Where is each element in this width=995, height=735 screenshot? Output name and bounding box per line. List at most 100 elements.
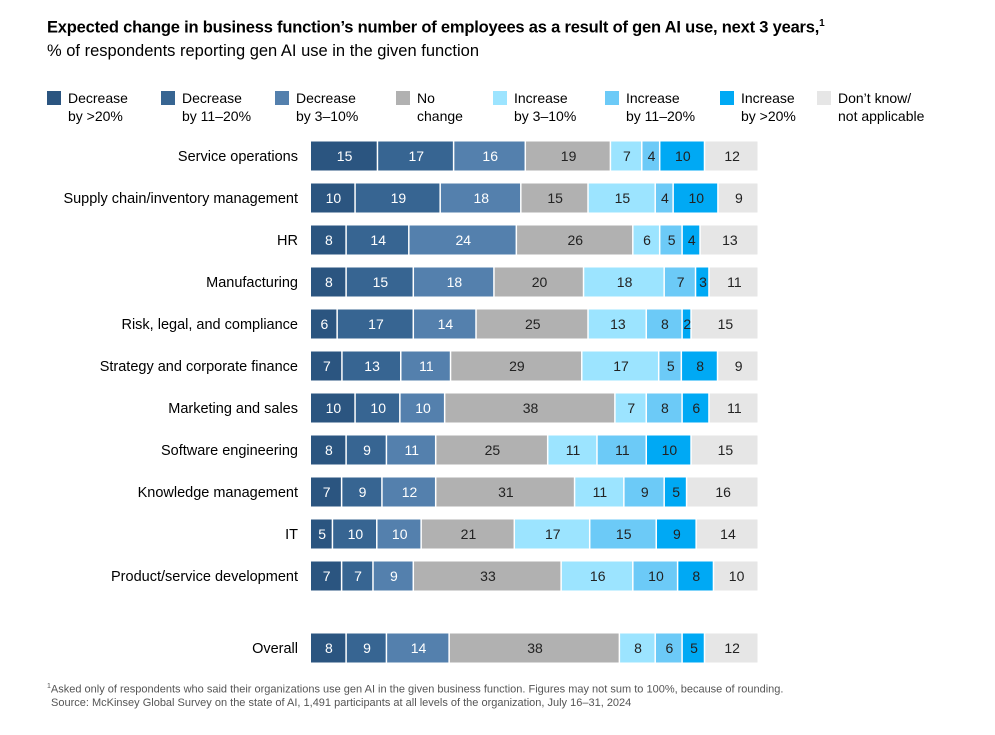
bar-segment xyxy=(633,561,677,591)
title-text: Expected change in business function’s n… xyxy=(47,18,820,37)
footnote-marker: 1 xyxy=(47,683,51,690)
bar-segment xyxy=(409,225,516,255)
legend-swatch xyxy=(275,91,289,105)
data-label: 5 xyxy=(672,484,680,500)
bar-segment xyxy=(655,633,682,663)
data-label: 6 xyxy=(692,400,700,416)
bar-segment xyxy=(387,633,449,663)
category-label: Strategy and corporate finance xyxy=(100,359,298,375)
data-label: 10 xyxy=(688,190,704,206)
data-label: 33 xyxy=(480,568,496,584)
data-label: 29 xyxy=(509,358,525,374)
legend-label-line: change xyxy=(417,108,463,124)
bar-segment xyxy=(311,477,341,507)
bar-segment xyxy=(451,351,582,381)
legend-swatch xyxy=(396,91,410,105)
data-label: 20 xyxy=(532,274,548,290)
legend-label: Increase by >20% xyxy=(741,89,796,125)
bar-segment xyxy=(714,561,758,591)
data-label: 11 xyxy=(727,274,742,290)
bar-segment xyxy=(647,309,682,339)
data-label: 10 xyxy=(415,400,431,416)
bar-segment xyxy=(718,183,758,213)
data-label: 5 xyxy=(667,358,675,374)
bar-segment xyxy=(311,351,342,381)
bar-segment xyxy=(590,519,656,549)
data-label: 7 xyxy=(323,484,331,500)
data-label: 10 xyxy=(370,400,386,416)
legend-label: Increase by 3–10% xyxy=(514,89,576,125)
data-label: 19 xyxy=(391,190,407,206)
bar-segment xyxy=(311,267,346,297)
legend-label: Decrease by 11–20% xyxy=(182,89,251,125)
bar-segment xyxy=(682,633,704,663)
data-label: 8 xyxy=(661,400,669,416)
bar-segment xyxy=(682,225,700,255)
legend-label-line: by 3–10% xyxy=(296,108,359,124)
data-label: 9 xyxy=(390,568,398,584)
data-label: 17 xyxy=(408,148,424,164)
bar-segment xyxy=(414,561,561,591)
category-label: Overall xyxy=(252,641,298,657)
data-label: 25 xyxy=(485,442,501,458)
bar-segment xyxy=(705,633,758,663)
category-label: Product/service development xyxy=(111,569,298,585)
data-label: 14 xyxy=(438,316,454,332)
bar-segment xyxy=(548,435,597,465)
legend-label-line: Don’t know/ xyxy=(838,90,912,106)
legend-label-line: by 11–20% xyxy=(182,108,252,124)
bar-segment xyxy=(678,561,713,591)
data-label: 9 xyxy=(363,640,371,656)
data-label: 8 xyxy=(634,640,642,656)
bar-segment xyxy=(687,477,758,507)
category-label: IT xyxy=(285,527,298,543)
bar-segment xyxy=(624,477,664,507)
bar-segment xyxy=(660,141,704,171)
bar-segment xyxy=(377,519,421,549)
data-label: 13 xyxy=(610,316,626,332)
bar-segment xyxy=(515,519,589,549)
bar-segment xyxy=(311,561,341,591)
data-label: 10 xyxy=(348,526,364,542)
footnote-text: Asked only of respondents who said their… xyxy=(50,683,784,696)
bar-segment xyxy=(588,183,655,213)
bar-segment xyxy=(615,393,646,423)
data-label: 10 xyxy=(662,442,678,458)
bar-segment xyxy=(440,183,521,213)
legend-label-line: Increase xyxy=(514,90,568,106)
data-label: 7 xyxy=(323,358,331,374)
bar-segment xyxy=(311,309,337,339)
category-label: Service operations xyxy=(178,149,298,165)
data-label: 5 xyxy=(690,640,698,656)
bar-segment xyxy=(414,267,494,297)
data-label: 26 xyxy=(568,232,584,248)
category-label: Supply chain/inventory management xyxy=(63,191,298,207)
legend-label-line: by >20% xyxy=(68,108,123,124)
data-label: 11 xyxy=(419,358,434,374)
data-label: 15 xyxy=(718,442,734,458)
bar-segment xyxy=(421,519,514,549)
bar-segment xyxy=(436,435,547,465)
data-label: 10 xyxy=(648,568,664,584)
data-label: 16 xyxy=(715,484,731,500)
bar-segment xyxy=(342,561,373,591)
bar-segment xyxy=(387,435,435,465)
legend-label-line: by 3–10% xyxy=(514,108,577,124)
data-label: 18 xyxy=(617,274,633,290)
bar-segment xyxy=(445,393,615,423)
bar-segment xyxy=(414,309,476,339)
legend-label: No change xyxy=(417,89,463,125)
data-label: 9 xyxy=(363,442,371,458)
bar-segment xyxy=(517,225,633,255)
legend: Decrease by >20% Decrease by 11–20% Decrease… xyxy=(47,89,967,129)
bar-segment xyxy=(718,351,758,381)
bar-segment xyxy=(611,141,642,171)
bar-segment xyxy=(346,267,413,297)
data-label: 9 xyxy=(673,526,681,542)
data-label: 21 xyxy=(461,526,477,542)
data-label: 8 xyxy=(692,568,700,584)
data-label: 8 xyxy=(325,442,333,458)
legend-label: Don’t know/not applicable xyxy=(838,89,924,125)
bar-segment xyxy=(311,519,332,549)
data-label: 15 xyxy=(616,526,632,542)
